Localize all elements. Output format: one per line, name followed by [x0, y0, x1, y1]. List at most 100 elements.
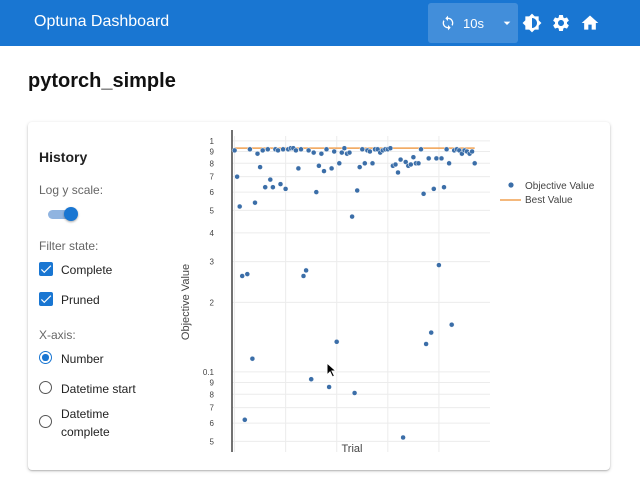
checkbox-pruned[interactable] — [39, 292, 53, 306]
check-icon — [40, 295, 52, 304]
objective-point[interactable] — [446, 160, 452, 167]
checkbox-complete[interactable] — [39, 262, 53, 276]
objective-point[interactable] — [367, 148, 373, 155]
objective-point[interactable] — [346, 149, 353, 156]
objective-point[interactable] — [310, 149, 317, 156]
objective-point[interactable] — [395, 169, 401, 176]
objective-point[interactable] — [323, 146, 330, 153]
objective-point[interactable] — [420, 191, 427, 197]
objective-point[interactable] — [359, 146, 366, 153]
objective-point[interactable] — [305, 147, 312, 154]
objective-point[interactable] — [341, 145, 348, 151]
objective-point[interactable] — [300, 273, 307, 279]
legend-objective-label: Objective Value — [525, 181, 595, 192]
objective-point[interactable] — [351, 390, 358, 396]
objective-point[interactable] — [362, 160, 368, 167]
objective-point[interactable] — [356, 164, 363, 170]
objective-point[interactable] — [298, 146, 304, 153]
objective-point[interactable] — [354, 187, 360, 194]
objective-point[interactable] — [318, 150, 325, 157]
objective-point[interactable] — [270, 184, 276, 190]
objective-point[interactable] — [313, 189, 320, 195]
objective-point[interactable] — [410, 154, 417, 160]
log-scale-label: Log y scale: — [39, 183, 104, 197]
objective-point[interactable] — [280, 146, 286, 153]
objective-point[interactable] — [400, 434, 406, 441]
objective-point[interactable] — [438, 155, 445, 162]
objective-point[interactable] — [308, 376, 314, 382]
objective-point[interactable] — [293, 147, 299, 154]
objective-point[interactable] — [428, 329, 434, 336]
radio-number[interactable] — [39, 351, 52, 364]
page-title: pytorch_simple — [28, 70, 176, 92]
objective-point[interactable] — [236, 203, 243, 210]
objective-point[interactable] — [431, 186, 437, 192]
chevron-down-icon — [503, 21, 511, 25]
objective-point[interactable] — [471, 160, 478, 167]
objective-point[interactable] — [282, 186, 289, 192]
objective-point[interactable] — [333, 339, 340, 345]
objective-point[interactable] — [267, 176, 274, 183]
objective-point[interactable] — [441, 184, 447, 190]
objective-point[interactable] — [336, 160, 343, 167]
objective-point[interactable] — [469, 148, 475, 155]
y-tick-label: 4 — [210, 229, 215, 238]
refresh-interval-value: 10s — [463, 16, 484, 31]
objective-point[interactable] — [433, 155, 440, 162]
objective-point[interactable] — [402, 159, 409, 165]
radio-datetime-complete[interactable] — [39, 415, 52, 428]
objective-point[interactable] — [326, 384, 332, 390]
objective-point[interactable] — [234, 173, 240, 180]
filter-state-label: Filter state: — [39, 239, 99, 253]
objective-point[interactable] — [252, 199, 258, 206]
objective-point[interactable] — [397, 156, 404, 163]
refresh-interval-select[interactable]: 10s — [428, 3, 518, 43]
objective-point[interactable] — [277, 181, 284, 187]
objective-point[interactable] — [387, 145, 394, 151]
objective-point[interactable] — [392, 161, 399, 168]
objective-point[interactable] — [249, 355, 256, 362]
objective-points — [231, 145, 478, 441]
objective-point[interactable] — [448, 321, 455, 328]
legend-best-label: Best Value — [525, 195, 573, 206]
objective-point[interactable] — [349, 213, 355, 220]
objective-point[interactable] — [295, 165, 302, 172]
brightness-icon[interactable] — [522, 13, 542, 33]
objective-point[interactable] — [239, 273, 245, 279]
objective-point[interactable] — [316, 163, 322, 169]
objective-point[interactable] — [275, 147, 281, 154]
objective-point[interactable] — [415, 160, 422, 167]
objective-point[interactable] — [339, 149, 345, 156]
objective-point[interactable] — [425, 155, 432, 162]
objective-point[interactable] — [262, 184, 268, 190]
objective-point[interactable] — [244, 271, 251, 277]
app-title: Optuna Dashboard — [34, 13, 170, 30]
log-scale-switch[interactable] — [46, 205, 80, 223]
objective-point[interactable] — [328, 165, 335, 172]
objective-point[interactable] — [369, 160, 376, 167]
legend-objective-marker — [508, 182, 514, 188]
y-tick-label: 5 — [210, 206, 215, 215]
objective-point[interactable] — [265, 146, 271, 153]
objective-point[interactable] — [436, 262, 442, 268]
objective-point[interactable] — [418, 146, 424, 153]
radio-datetime-start[interactable] — [39, 381, 52, 394]
objective-point[interactable] — [423, 341, 429, 347]
switch-thumb — [64, 207, 78, 221]
y-tick-label: 6 — [210, 188, 215, 197]
objective-point[interactable] — [331, 148, 337, 155]
objective-point[interactable] — [231, 147, 238, 154]
objective-point[interactable] — [443, 146, 450, 153]
xaxis-label: X-axis: — [39, 328, 76, 342]
home-icon[interactable] — [580, 13, 600, 33]
objective-point[interactable] — [254, 150, 261, 157]
objective-point[interactable] — [247, 146, 253, 153]
objective-point[interactable] — [408, 161, 414, 168]
objective-point[interactable] — [259, 147, 266, 154]
gear-icon[interactable] — [551, 13, 571, 33]
objective-point[interactable] — [321, 168, 327, 174]
objective-point[interactable] — [303, 267, 309, 274]
objective-point[interactable] — [257, 164, 263, 170]
objective-point[interactable] — [242, 417, 248, 423]
